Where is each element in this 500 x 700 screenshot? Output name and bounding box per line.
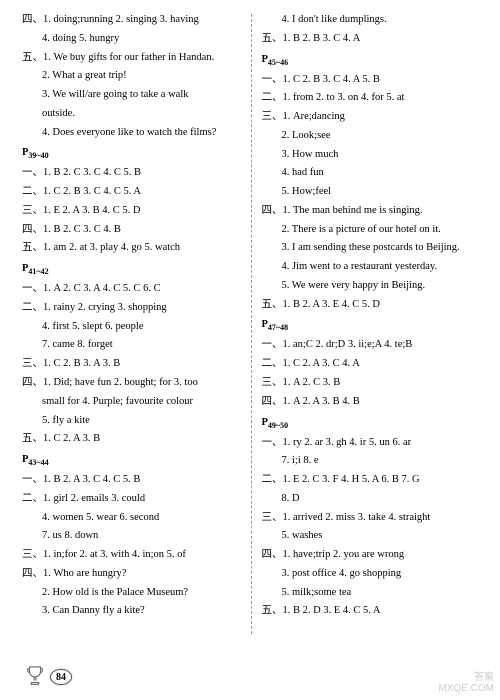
text-line: 3. We will/are going to take a walk xyxy=(22,87,243,103)
text-line: 三、1. C 2. B 3. A 3. B xyxy=(22,356,243,372)
text-line: 一、1. B 2. C 3. C 4. C 5. B xyxy=(22,165,243,181)
watermark-line1: 答案 xyxy=(438,672,494,683)
text-line: 三、1. E 2. A 3. B 4. C 5. D xyxy=(22,203,243,219)
trophy-icon xyxy=(24,664,46,690)
text-line: 四、1. Who are hungry? xyxy=(22,566,243,582)
text-line: 8. D xyxy=(262,491,483,507)
text-line: 二、1. C 2. A 3. C 4. A xyxy=(262,356,483,372)
section-heading: P39~40 xyxy=(22,145,243,162)
text-line: 4. women 5. wear 6. second xyxy=(22,510,243,526)
text-line: 3. How much xyxy=(262,147,483,163)
text-line: 五、1. We buy gifts for our father in Hand… xyxy=(22,50,243,66)
text-line: 5. milk;some tea xyxy=(262,585,483,601)
text-line: 5. washes xyxy=(262,528,483,544)
section-heading: P47~48 xyxy=(262,317,483,334)
text-line: 3. I am sending these postcards to Beiji… xyxy=(262,240,483,256)
text-line: 四、1. The man behind me is singing. xyxy=(262,203,483,219)
text-line: 2. There is a picture of our hotel on it… xyxy=(262,222,483,238)
text-line: 4. I don't like dumplings. xyxy=(262,12,483,28)
text-line: 5. How;feel xyxy=(262,184,483,200)
text-line: 二、1. from 2. to 3. on 4. for 5. at xyxy=(262,90,483,106)
text-line: 4. first 5. slept 6. people xyxy=(22,319,243,335)
text-line: 一、1. an;C 2. dr;D 3. ii;e;A 4. te;B xyxy=(262,337,483,353)
left-column: 四、1. doing;running 2. singing 3. having … xyxy=(22,12,251,650)
text-line: 五、1. C 2. A 3. B xyxy=(22,431,243,447)
section-heading: P49~50 xyxy=(262,415,483,432)
text-line: 4. Does everyone like to watch the films… xyxy=(22,125,243,141)
watermark: 答案 MXQE.COM xyxy=(438,672,494,694)
text-line: 2. What a great trip! xyxy=(22,68,243,84)
section-heading: P41~42 xyxy=(22,261,243,278)
text-line: 7. us 8. down xyxy=(22,528,243,544)
text-line: 四、1. Did; have fun 2. bought; for 3. too xyxy=(22,375,243,391)
text-line: 四、1. doing;running 2. singing 3. having xyxy=(22,12,243,28)
text-line: 二、1. C 2. B 3. C 4. C 5. A xyxy=(22,184,243,200)
text-line: 四、1. have;trip 2. you are wrong xyxy=(262,547,483,563)
text-line: outside. xyxy=(22,106,243,122)
text-line: 二、1. E 2. C 3. F 4. H 5. A 6. B 7. G xyxy=(262,472,483,488)
text-line: 5. We were very happy in Beijing. xyxy=(262,278,483,294)
text-line: small for 4. Purple; favourite colour xyxy=(22,394,243,410)
text-line: 五、1. am 2. at 3. play 4. go 5. watch xyxy=(22,240,243,256)
text-line: 7. came 8. forget xyxy=(22,337,243,353)
text-line: 3. Can Danny fly a kite? xyxy=(22,603,243,619)
text-line: 四、1. A 2. A 3. B 4. B xyxy=(262,394,483,410)
text-line: 一、1. C 2. B 3. C 4. A 5. B xyxy=(262,72,483,88)
text-line: 5. fly a kite xyxy=(22,413,243,429)
text-line: 2. Look;see xyxy=(262,128,483,144)
text-line: 一、1. B 2. A 3. C 4. C 5. B xyxy=(22,472,243,488)
text-line: 一、1. A 2. C 3. A 4. C 5. C 6. C xyxy=(22,281,243,297)
text-line: 三、1. arrived 2. miss 3. take 4. straight xyxy=(262,510,483,526)
text-line: 五、1. B 2. B 3. C 4. A xyxy=(262,31,483,47)
text-line: 4. had fun xyxy=(262,165,483,181)
text-line: 2. How old is the Palace Museum? xyxy=(22,585,243,601)
text-line: 4. Jim went to a restaurant yesterday. xyxy=(262,259,483,275)
text-line: 四、1. B 2. C 3. C 4. B xyxy=(22,222,243,238)
text-line: 二、1. rainy 2. crying 3. shopping xyxy=(22,300,243,316)
text-line: 三、1. A 2. C 3. B xyxy=(262,375,483,391)
text-line: 3. post office 4. go shopping xyxy=(262,566,483,582)
text-line: 二、1. girl 2. emails 3. could xyxy=(22,491,243,507)
watermark-line2: MXQE.COM xyxy=(438,683,494,694)
text-line: 五、1. B 2. A 3. E 4. C 5. D xyxy=(262,297,483,313)
page-number-value: 84 xyxy=(50,669,72,685)
text-line: 五、1. B 2. D 3. E 4. C 5. A xyxy=(262,603,483,619)
text-line: 三、1. in;for 2. at 3. with 4. in;on 5. of xyxy=(22,547,243,563)
right-column: 4. I don't like dumplings. 五、1. B 2. B 3… xyxy=(252,12,483,650)
text-line: 7. i;i 8. e xyxy=(262,453,483,469)
section-heading: P45~46 xyxy=(262,52,483,69)
text-line: 三、1. Are;dancing xyxy=(262,109,483,125)
text-line: 4. doing 5. hungry xyxy=(22,31,243,47)
section-heading: P43~44 xyxy=(22,452,243,469)
text-line: 一、1. ry 2. ar 3. gh 4. ir 5. un 6. ar xyxy=(262,435,483,451)
page-number: 84 xyxy=(24,664,72,690)
